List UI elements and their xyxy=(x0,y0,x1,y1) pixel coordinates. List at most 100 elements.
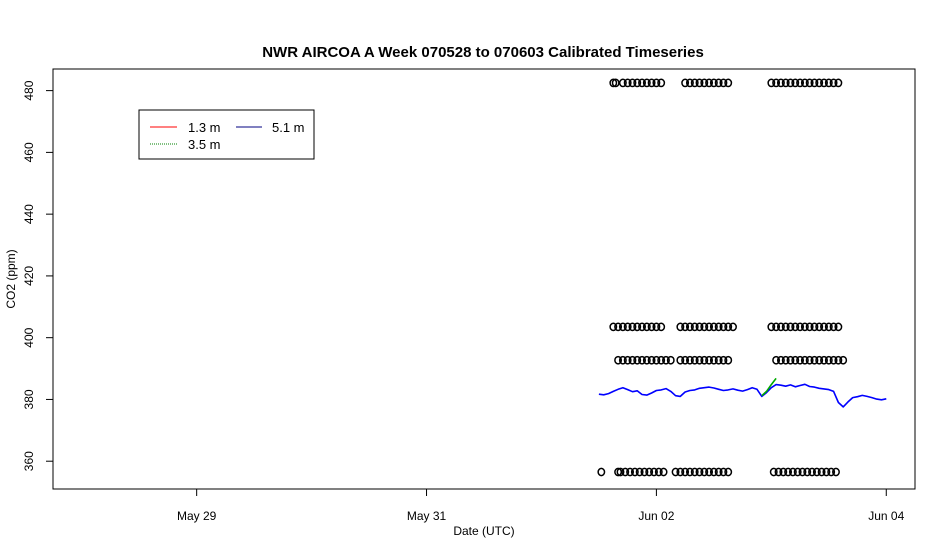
calibration-point xyxy=(791,322,800,332)
calibration-point xyxy=(652,355,661,365)
calibration-point xyxy=(681,322,690,332)
calibration-point xyxy=(685,355,694,365)
calibration-point xyxy=(621,467,630,477)
calibration-point xyxy=(709,355,718,365)
calibration-point xyxy=(657,355,666,365)
calibration-point xyxy=(719,322,728,332)
x-tick-label: Jun 02 xyxy=(638,509,674,523)
calibration-point xyxy=(618,355,627,365)
calibration-point xyxy=(820,78,828,88)
calibration-point xyxy=(623,78,632,88)
legend: 1.3 m 5.1 m 3.5 m xyxy=(138,109,315,160)
calibration-point xyxy=(796,355,805,365)
calibration-point xyxy=(695,78,704,88)
calibration-point xyxy=(714,78,723,88)
calibration-point xyxy=(815,322,824,332)
y-tick-label: 420 xyxy=(22,266,36,286)
calibration-point xyxy=(781,355,790,365)
calibration-point xyxy=(685,322,694,332)
calibration-point xyxy=(628,78,637,88)
calibration-point xyxy=(719,78,728,88)
calibration-point xyxy=(824,78,833,88)
calibration-point xyxy=(803,467,812,477)
calibration-point xyxy=(616,467,625,477)
calibration-point xyxy=(609,78,618,88)
calibration-point xyxy=(784,467,793,477)
calibration-point xyxy=(729,322,737,332)
calibration-point xyxy=(681,355,690,365)
calibration-point xyxy=(810,355,819,365)
calibration-point xyxy=(800,355,809,365)
calibration-point xyxy=(640,467,649,477)
calibration-point xyxy=(772,78,781,88)
calibration-point xyxy=(638,355,646,365)
calibration-point xyxy=(642,78,651,88)
calibration-point xyxy=(724,467,733,477)
calibration-point xyxy=(774,467,783,477)
calibration-point xyxy=(623,355,632,365)
calibration-point xyxy=(796,78,805,88)
calibration-point xyxy=(623,322,632,332)
y-tick-label: 440 xyxy=(22,204,36,224)
calibration-point xyxy=(676,467,685,477)
calibration-point xyxy=(810,78,819,88)
calibration-point xyxy=(815,78,824,88)
y-tick-label: 380 xyxy=(22,389,36,409)
calibration-point xyxy=(832,467,840,477)
calibration-point xyxy=(834,355,843,365)
calibration-point xyxy=(642,322,651,332)
calibration-point xyxy=(662,355,670,365)
calibration-point xyxy=(822,467,831,477)
calibration-point xyxy=(805,355,814,365)
calibration-point xyxy=(808,467,816,477)
calibration-point xyxy=(839,355,848,365)
calibration-markers xyxy=(597,78,848,477)
calibration-point xyxy=(719,355,728,365)
calibration-point xyxy=(705,355,714,365)
calibration-point xyxy=(824,322,833,332)
x-axis-label: Date (UTC) xyxy=(453,524,514,538)
calibration-point xyxy=(781,322,790,332)
calibration-point xyxy=(714,355,723,365)
calibration-point xyxy=(638,78,646,88)
calibration-point xyxy=(709,322,718,332)
calibration-point xyxy=(709,78,718,88)
y-tick-label: 480 xyxy=(22,80,36,100)
calibration-point xyxy=(776,355,785,365)
calibration-point xyxy=(645,467,654,477)
y-axis-label: CO2 (ppm) xyxy=(4,249,18,308)
calibration-point xyxy=(767,322,776,332)
legend-label-5-1m: 5.1 m xyxy=(272,120,305,135)
calibration-point xyxy=(827,467,836,477)
calibration-point xyxy=(829,322,838,332)
calibration-point xyxy=(834,78,843,88)
calibration-point xyxy=(628,355,637,365)
calibration-point xyxy=(709,467,718,477)
calibration-point xyxy=(786,78,795,88)
calibration-point xyxy=(776,78,785,88)
calibration-point xyxy=(829,78,838,88)
calibration-point xyxy=(786,355,795,365)
calibration-point xyxy=(810,322,819,332)
calibration-point xyxy=(654,467,663,477)
calibration-point xyxy=(834,322,843,332)
calibration-point xyxy=(614,322,623,332)
calibration-point xyxy=(635,467,644,477)
calibration-point xyxy=(650,467,658,477)
calibration-point xyxy=(657,322,666,332)
calibration-point xyxy=(805,322,814,332)
axes: May 29 May 31 Jun 02 Jun 04 360 380 400 420 440 4… xyxy=(22,80,905,523)
calibration-point xyxy=(800,322,809,332)
calibration-point xyxy=(681,467,690,477)
plot-frame xyxy=(52,68,916,490)
calibration-point xyxy=(597,467,606,477)
chart-title: NWR AIRCOA A Week 070528 to 070603 Calib… xyxy=(262,44,704,61)
calibration-point xyxy=(705,78,714,88)
calibration-point xyxy=(676,322,685,332)
calibration-point xyxy=(817,467,826,477)
calibration-point xyxy=(776,322,785,332)
calibration-point xyxy=(767,78,776,88)
x-tick-label: Jun 04 xyxy=(868,509,904,523)
calibration-point xyxy=(719,467,728,477)
calibration-point xyxy=(690,78,699,88)
